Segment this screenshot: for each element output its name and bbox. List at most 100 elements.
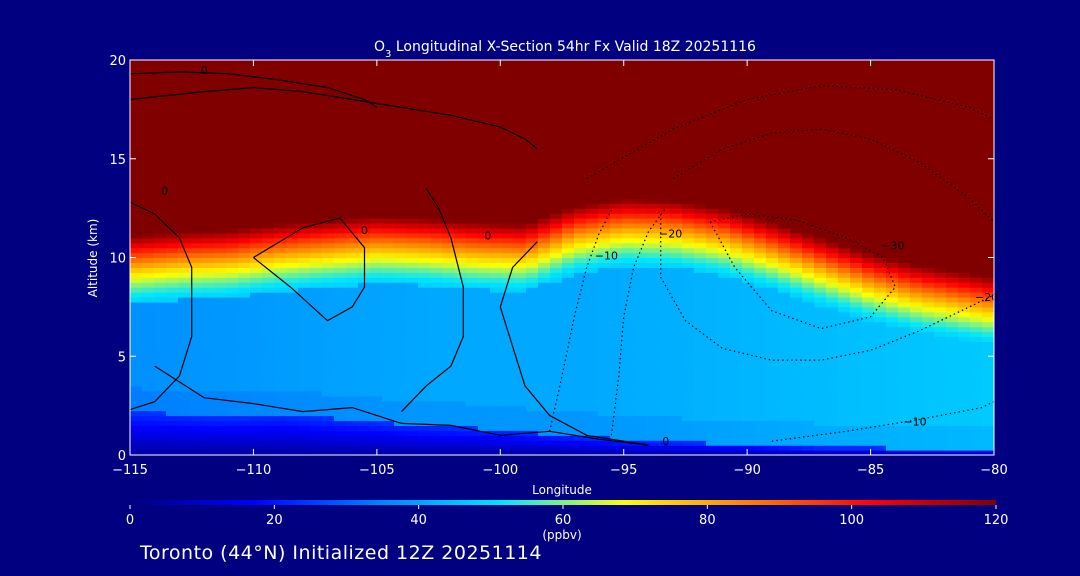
ozone-cell bbox=[682, 430, 695, 436]
ozone-cell bbox=[382, 232, 395, 239]
ozone-cell bbox=[262, 415, 275, 422]
ozone-cell bbox=[634, 331, 647, 338]
ozone-cell bbox=[190, 60, 203, 66]
ozone-cell bbox=[202, 188, 215, 194]
ozone-cell bbox=[418, 69, 431, 76]
ozone-cell bbox=[166, 153, 179, 160]
ozone-cell bbox=[502, 252, 515, 259]
ozone-cell bbox=[706, 104, 719, 110]
ozone-cell bbox=[802, 440, 815, 446]
ozone-cell bbox=[382, 380, 395, 387]
ozone-cell bbox=[598, 415, 611, 422]
ozone-cell bbox=[370, 410, 383, 417]
ozone-cell bbox=[742, 376, 755, 382]
ozone-cell bbox=[802, 208, 815, 214]
ozone-cell bbox=[862, 168, 875, 175]
ozone-cell bbox=[310, 173, 323, 180]
ozone-cell bbox=[862, 198, 875, 204]
ozone-cell bbox=[826, 139, 839, 145]
ozone-cell bbox=[802, 143, 815, 150]
ozone-cell bbox=[646, 183, 659, 189]
ozone-cell bbox=[358, 376, 371, 382]
ozone-cell bbox=[262, 346, 275, 352]
ozone-cell bbox=[370, 178, 383, 185]
ozone-cell bbox=[358, 395, 371, 402]
ozone-cell bbox=[310, 64, 323, 71]
ozone-cell bbox=[814, 203, 827, 209]
ozone-cell bbox=[466, 232, 479, 239]
ozone-cell bbox=[718, 158, 731, 165]
ozone-cell bbox=[382, 84, 395, 91]
ozone-cell bbox=[490, 292, 503, 298]
ozone-cell bbox=[310, 331, 323, 338]
ozone-cell bbox=[778, 60, 791, 66]
ozone-cell bbox=[826, 79, 839, 86]
ozone-cell bbox=[574, 297, 587, 303]
ozone-cell bbox=[646, 301, 659, 308]
ozone-cell bbox=[610, 380, 623, 387]
ozone-cell bbox=[142, 129, 155, 135]
ozone-cell bbox=[538, 94, 551, 101]
ozone-cell bbox=[334, 168, 347, 175]
ozone-cell bbox=[154, 440, 167, 446]
ozone-cell bbox=[502, 380, 515, 387]
ozone-cell bbox=[766, 282, 779, 288]
ozone-cell bbox=[574, 124, 587, 130]
ozone-cell bbox=[310, 385, 323, 392]
ozone-cell bbox=[658, 114, 671, 120]
ozone-cell bbox=[694, 376, 707, 382]
ozone-cell bbox=[166, 346, 179, 352]
ozone-cell bbox=[850, 301, 863, 308]
ozone-cell bbox=[274, 297, 287, 303]
ozone-cell bbox=[514, 104, 527, 110]
ozone-cell bbox=[610, 74, 623, 81]
ozone-cell bbox=[502, 390, 515, 397]
ozone-cell bbox=[454, 262, 467, 268]
ozone-cell bbox=[430, 114, 443, 120]
ozone-cell bbox=[154, 272, 167, 278]
ozone-cell bbox=[874, 336, 887, 343]
ozone-cell bbox=[250, 267, 263, 273]
ozone-cell bbox=[358, 183, 371, 189]
ozone-cell bbox=[754, 287, 767, 293]
ozone-cell bbox=[598, 188, 611, 194]
ozone-cell bbox=[718, 203, 731, 209]
ozone-cell bbox=[814, 148, 827, 155]
ozone-cell bbox=[526, 79, 539, 86]
ozone-cell bbox=[766, 450, 779, 455]
ozone-cell bbox=[862, 321, 875, 328]
ozone-cell bbox=[454, 380, 467, 387]
ozone-cell bbox=[610, 321, 623, 328]
ozone-cell bbox=[634, 262, 647, 268]
ozone-cell bbox=[826, 257, 839, 264]
ozone-cell bbox=[790, 445, 803, 451]
ozone-cell bbox=[478, 267, 491, 273]
ozone-cell bbox=[370, 232, 383, 239]
ozone-cell bbox=[478, 272, 491, 278]
ozone-cell bbox=[262, 321, 275, 328]
ozone-cell bbox=[346, 252, 359, 259]
ozone-cell bbox=[586, 297, 599, 303]
ozone-cell bbox=[778, 252, 791, 259]
ozone-cell bbox=[586, 400, 599, 407]
ozone-cell bbox=[514, 79, 527, 86]
ozone-cell bbox=[634, 410, 647, 417]
ozone-cell bbox=[202, 287, 215, 293]
ozone-cell bbox=[214, 79, 227, 86]
ozone-cell bbox=[370, 277, 383, 283]
ozone-cell bbox=[514, 277, 527, 283]
ozone-cell bbox=[694, 450, 707, 455]
ozone-cell bbox=[214, 420, 227, 426]
ozone-cell bbox=[862, 203, 875, 209]
ozone-cell bbox=[238, 153, 251, 160]
ozone-cell bbox=[322, 425, 335, 431]
ozone-cell bbox=[814, 425, 827, 431]
ozone-cell bbox=[610, 208, 623, 214]
ozone-cell bbox=[454, 227, 467, 234]
ozone-cell bbox=[238, 203, 251, 209]
ozone-cell bbox=[562, 287, 575, 293]
ozone-cell bbox=[550, 267, 563, 273]
ozone-cell bbox=[718, 366, 731, 372]
ozone-cell bbox=[442, 178, 455, 185]
ozone-cell bbox=[178, 84, 191, 91]
